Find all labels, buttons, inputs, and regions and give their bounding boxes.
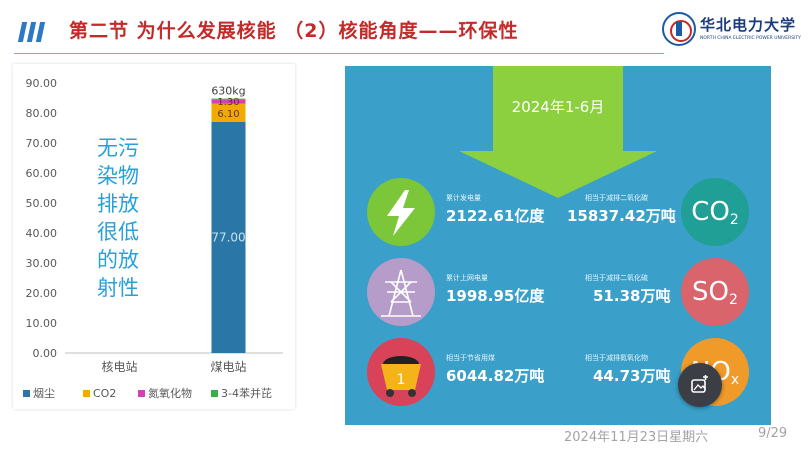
y-tick-label: 50.00 <box>26 197 58 210</box>
so2-reduction-label: 相当于减排二氧化硫 <box>585 274 648 282</box>
down-arrow-banner <box>459 66 657 198</box>
page-number: 9/29 <box>758 426 788 441</box>
period-label: 2024年1-6月 <box>511 98 605 116</box>
nox-badge-subscript: x <box>730 372 740 388</box>
co2-badge: CO2 <box>681 178 749 246</box>
emission-chart-panel: 90.00 80.00 70.00 60.00 50.00 40.00 30.00 20.00… <box>13 64 295 409</box>
co2-badge-text: CO <box>691 197 730 227</box>
coal-saved-value: 6044.82万吨 <box>446 367 545 385</box>
overlay-line: 排放 <box>97 192 139 216</box>
legend-label: 烟尘 <box>33 386 55 400</box>
grid-power-value: 1998.95亿度 <box>446 287 545 305</box>
legend-swatch <box>83 390 90 397</box>
y-tick-label: 20.00 <box>26 287 58 300</box>
slide-title: 第二节 为什么发展核能 （2）核能角度——环保性 <box>69 20 519 42</box>
legend-swatch <box>138 390 145 397</box>
overlay-line: 染物 <box>97 164 139 188</box>
so2-badge: SO2 <box>681 258 749 326</box>
bar-segment <box>211 99 246 104</box>
y-tick-label: 0.00 <box>33 347 58 360</box>
university-seal-icon <box>662 12 696 46</box>
coal-cart-icon: 1 <box>367 338 435 406</box>
legend-label: 氮氧化物 <box>148 386 192 400</box>
co2-reduction-label: 相当于减排二氧化碳 <box>585 194 648 202</box>
lightning-icon <box>367 178 435 246</box>
co2-reduction-value: 15837.42万吨 <box>567 207 676 225</box>
footer-date: 2024年11月23日星期六 <box>564 430 709 445</box>
image-edit-icon <box>691 375 708 393</box>
y-tick-label: 80.00 <box>26 107 58 120</box>
legend-label: 3-4苯并芘 <box>221 386 272 400</box>
overlay-text-block: 无污 染物 排放 很低 的放 射性 <box>97 134 139 302</box>
generation-value: 2122.61亿度 <box>446 207 545 225</box>
header-divider <box>14 53 664 54</box>
coal-saved-label: 相当于节省用煤 <box>446 354 495 362</box>
legend-swatch <box>23 390 30 397</box>
transmission-tower-icon <box>367 258 435 326</box>
total-label: 630kg <box>211 85 245 98</box>
nox-reduction-label: 相当于减排氮氧化物 <box>585 354 648 362</box>
overlay-line: 无污 <box>97 136 139 160</box>
data-label: 77.00 <box>211 231 245 245</box>
data-label: 6.10 <box>217 109 239 120</box>
overlay-line: 的放 <box>97 248 139 272</box>
legend-label: CO2 <box>93 387 116 400</box>
y-tick-label: 90.00 <box>26 77 58 90</box>
image-edit-button[interactable] <box>678 363 722 407</box>
nuclear-emission-infographic: 2024年1-6月 累计发电量 2122.61亿度 相当于减排二氧化碳 1583… <box>345 66 771 425</box>
generation-label: 累计发电量 <box>446 194 481 202</box>
logo-subtitle: NORTH CHINA ELECTRIC POWER UNIVERSITY <box>700 36 801 41</box>
cart-number: 1 <box>397 372 406 388</box>
y-tick-label: 30.00 <box>26 257 58 270</box>
bar-segment <box>211 103 246 122</box>
overlay-line: 很低 <box>97 220 139 244</box>
so2-badge-subscript: 2 <box>729 292 738 308</box>
nox-reduction-value: 44.73万吨 <box>593 367 671 385</box>
slide-header: 第二节 为什么发展核能 （2）核能角度——环保性 华北电力大学 NORTH CH… <box>0 0 811 56</box>
logo-text: 华北电力大学 <box>700 16 797 34</box>
overlay-line: 射性 <box>97 276 139 300</box>
co2-badge-subscript: 2 <box>729 212 739 228</box>
legend-swatch <box>211 390 218 397</box>
stacked-bar-chart: 90.00 80.00 70.00 60.00 50.00 40.00 30.00 20.00… <box>23 77 283 400</box>
so2-badge-text: SO <box>692 277 730 307</box>
grid-power-label: 累计上网电量 <box>446 274 488 282</box>
data-label: 1.30 <box>217 97 239 108</box>
x-tick-label: 核电站 <box>101 360 137 374</box>
university-logo: 华北电力大学 NORTH CHINA ELECTRIC POWER UNIVER… <box>662 12 807 52</box>
bar-segment <box>211 122 246 353</box>
so2-reduction-value: 51.38万吨 <box>593 287 671 305</box>
y-tick-label: 60.00 <box>26 167 58 180</box>
y-tick-label: 10.00 <box>26 317 58 330</box>
x-tick-label: 煤电站 <box>210 360 246 374</box>
y-tick-label: 40.00 <box>26 227 58 240</box>
y-tick-label: 70.00 <box>26 137 58 150</box>
bar-segment <box>211 98 246 100</box>
